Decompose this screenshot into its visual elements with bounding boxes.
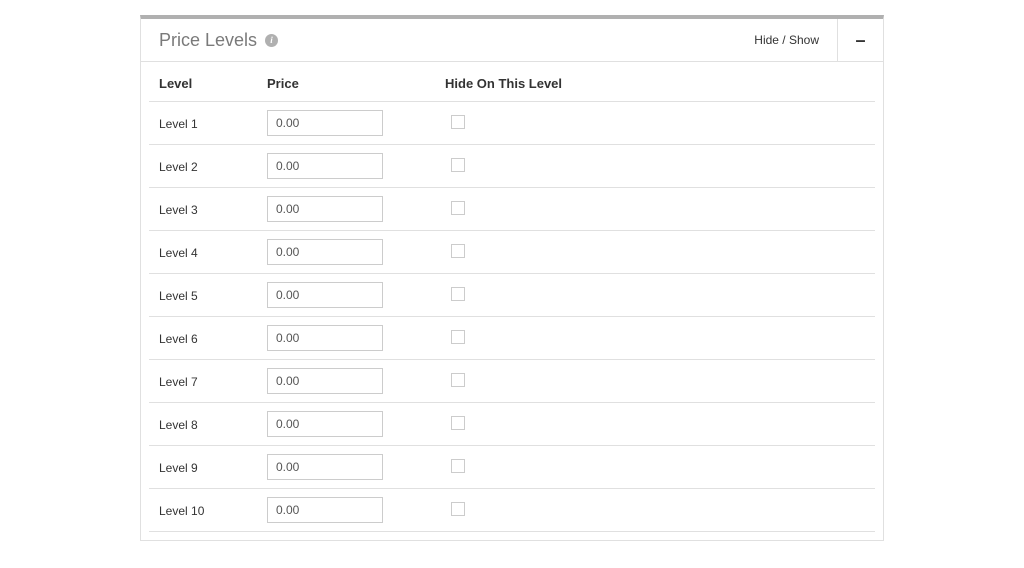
price-cell bbox=[267, 153, 445, 179]
hide-cell bbox=[445, 416, 865, 433]
level-label: Level 7 bbox=[159, 375, 198, 389]
level-label: Level 10 bbox=[159, 504, 204, 518]
price-cell bbox=[267, 282, 445, 308]
hide-cell bbox=[445, 115, 865, 132]
level-cell: Level 4 bbox=[159, 245, 267, 260]
collapse-toggle[interactable]: – bbox=[837, 19, 883, 61]
panel-header: Price Levels i Hide / Show – bbox=[141, 19, 883, 62]
table-row: Level 9 bbox=[149, 445, 875, 488]
table-body: Level 1 Level 2 Level 3 Level 4 Level 5 Level… bbox=[149, 101, 875, 532]
table-row: Level 4 bbox=[149, 230, 875, 273]
level-label: Level 2 bbox=[159, 160, 198, 174]
info-icon[interactable]: i bbox=[265, 34, 278, 47]
price-input[interactable] bbox=[267, 239, 383, 265]
price-input[interactable] bbox=[267, 497, 383, 523]
column-header-hide: Hide On This Level bbox=[445, 76, 865, 91]
table-row: Level 10 bbox=[149, 488, 875, 532]
panel-header-right: Hide / Show – bbox=[736, 19, 883, 61]
price-cell bbox=[267, 497, 445, 523]
hide-checkbox[interactable] bbox=[451, 158, 465, 172]
price-cell bbox=[267, 411, 445, 437]
level-cell: Level 8 bbox=[159, 417, 267, 432]
hide-cell bbox=[445, 330, 865, 347]
price-input[interactable] bbox=[267, 196, 383, 222]
price-input[interactable] bbox=[267, 325, 383, 351]
hide-checkbox[interactable] bbox=[451, 416, 465, 430]
table-row: Level 7 bbox=[149, 359, 875, 402]
price-input[interactable] bbox=[267, 368, 383, 394]
level-cell: Level 6 bbox=[159, 331, 267, 346]
hide-cell bbox=[445, 373, 865, 390]
hide-checkbox[interactable] bbox=[451, 330, 465, 344]
level-label: Level 3 bbox=[159, 203, 198, 217]
price-cell bbox=[267, 325, 445, 351]
price-input[interactable] bbox=[267, 282, 383, 308]
table-row: Level 1 bbox=[149, 101, 875, 144]
hide-checkbox[interactable] bbox=[451, 502, 465, 516]
level-cell: Level 1 bbox=[159, 116, 267, 131]
column-header-price: Price bbox=[267, 76, 445, 91]
panel-title: Price Levels bbox=[159, 30, 257, 51]
hide-checkbox[interactable] bbox=[451, 201, 465, 215]
price-input[interactable] bbox=[267, 153, 383, 179]
price-cell bbox=[267, 454, 445, 480]
hide-checkbox[interactable] bbox=[451, 459, 465, 473]
price-levels-table: Level Price Hide On This Level Level 1Le… bbox=[141, 62, 883, 540]
hide-checkbox[interactable] bbox=[451, 244, 465, 258]
level-label: Level 6 bbox=[159, 332, 198, 346]
table-header-row: Level Price Hide On This Level bbox=[149, 66, 875, 101]
level-cell: Level 7 bbox=[159, 374, 267, 389]
level-cell: Level 9 bbox=[159, 460, 267, 475]
level-label: Level 9 bbox=[159, 461, 198, 475]
hide-cell bbox=[445, 158, 865, 175]
level-cell: Level 10 bbox=[159, 503, 267, 518]
table-row: Level 2 bbox=[149, 144, 875, 187]
price-input[interactable] bbox=[267, 110, 383, 136]
price-input[interactable] bbox=[267, 454, 383, 480]
level-label: Level 5 bbox=[159, 289, 198, 303]
price-input[interactable] bbox=[267, 411, 383, 437]
price-cell bbox=[267, 368, 445, 394]
table-row: Level 8 bbox=[149, 402, 875, 445]
hide-show-link[interactable]: Hide / Show bbox=[736, 19, 837, 61]
price-levels-panel: Price Levels i Hide / Show – Level Price… bbox=[140, 15, 884, 541]
hide-cell bbox=[445, 287, 865, 304]
price-cell bbox=[267, 196, 445, 222]
price-cell bbox=[267, 110, 445, 136]
panel-title-wrap: Price Levels i bbox=[141, 20, 296, 61]
table-row: Level 6 bbox=[149, 316, 875, 359]
hide-cell bbox=[445, 201, 865, 218]
hide-cell bbox=[445, 502, 865, 519]
price-cell bbox=[267, 239, 445, 265]
table-row: Level 3 bbox=[149, 187, 875, 230]
column-header-level: Level bbox=[159, 76, 267, 91]
level-label: Level 4 bbox=[159, 246, 198, 260]
hide-checkbox[interactable] bbox=[451, 287, 465, 301]
hide-cell bbox=[445, 459, 865, 476]
level-cell: Level 3 bbox=[159, 202, 267, 217]
hide-cell bbox=[445, 244, 865, 261]
table-row: Level 5 bbox=[149, 273, 875, 316]
level-label: Level 8 bbox=[159, 418, 198, 432]
level-cell: Level 2 bbox=[159, 159, 267, 174]
hide-checkbox[interactable] bbox=[451, 115, 465, 129]
hide-checkbox[interactable] bbox=[451, 373, 465, 387]
level-cell: Level 5 bbox=[159, 288, 267, 303]
level-label: Level 1 bbox=[159, 117, 198, 131]
